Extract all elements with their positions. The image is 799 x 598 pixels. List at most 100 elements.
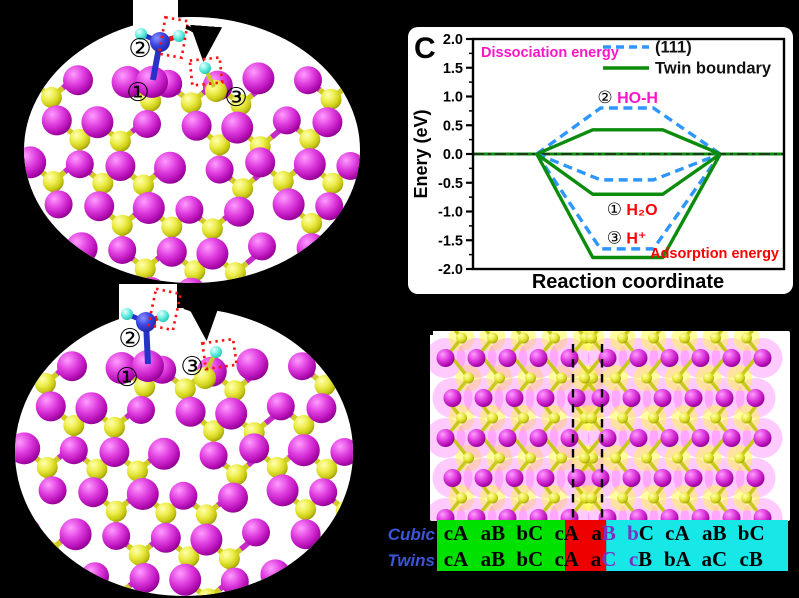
chalcogen-atom — [128, 544, 150, 566]
metal-atom — [722, 349, 741, 367]
metal-atom — [44, 190, 73, 219]
stacking-cell: bC — [627, 521, 654, 545]
bond — [116, 583, 132, 596]
y-axis-tick-label: 0.5 — [443, 118, 463, 134]
chalcogen-atom — [487, 492, 498, 504]
bond — [355, 79, 360, 94]
chalcogen-atom — [247, 590, 269, 596]
stacking-strip-segment — [565, 520, 607, 571]
chalcogen-atom — [335, 500, 353, 522]
metal-atom — [309, 560, 341, 593]
chalcogen-atom — [525, 452, 536, 464]
chalcogen-atom — [549, 492, 560, 504]
metal-atom — [15, 517, 41, 548]
metal-atom — [57, 351, 87, 382]
chalcogen-atom — [105, 500, 127, 522]
metal-atom — [660, 349, 679, 367]
highlight-box-adsorbed-h — [200, 337, 239, 371]
chalcogen-atom — [525, 372, 536, 384]
hydrogen-atom — [173, 30, 185, 42]
metal-atom — [629, 509, 648, 521]
metal-atom — [205, 155, 234, 184]
bond — [285, 581, 301, 596]
chalcogen-atom — [359, 545, 380, 566]
curve-annotation: ③ H⁺ — [607, 229, 647, 249]
chalcogen-atom — [617, 332, 628, 344]
bond — [381, 292, 393, 302]
oxygen-atom — [136, 312, 156, 332]
metal-atom — [35, 272, 68, 283]
chalcogen-atom — [487, 332, 498, 344]
chalcogen-atom — [57, 582, 79, 596]
stacking-strip-segment — [606, 520, 788, 571]
stacking-cell: aB — [702, 521, 727, 545]
metal-atom — [684, 469, 703, 487]
metal-atom — [467, 429, 486, 447]
y-axis-tick-label: -2.0 — [438, 262, 463, 278]
bond — [35, 539, 51, 554]
bond — [394, 420, 406, 430]
crystal-lattice-decoration — [430, 331, 783, 521]
metal-atom — [753, 429, 772, 447]
adsorption-energy-label: Adsorption energy — [650, 246, 779, 262]
metal-atom — [715, 389, 734, 407]
chart-plot-area: 2.0 1.5 1.0 0.5 0.0 -0.5 -1.0 -1.5 -2.0 (111) Twin… — [438, 32, 784, 278]
metal-atom — [436, 509, 455, 521]
metal-atom — [24, 231, 47, 262]
energy-curve — [535, 106, 722, 156]
chalcogen-atom — [322, 172, 344, 194]
plot-border — [471, 37, 786, 271]
surface-metal-atom — [132, 350, 164, 382]
chalcogen-atom — [64, 297, 85, 318]
metal-atom — [591, 469, 610, 487]
chalcogen-atom — [610, 452, 621, 464]
chalcogen-atom — [155, 502, 177, 524]
chalcogen-atom — [710, 492, 721, 504]
metal-atom — [567, 389, 586, 407]
metal-atom — [361, 108, 393, 140]
chalcogen-atom — [456, 412, 467, 424]
chalcogen-atom — [610, 372, 621, 384]
metal-atom — [560, 349, 579, 367]
bond — [379, 208, 391, 218]
metal-atom — [221, 111, 254, 144]
stacking-cell: aB — [481, 547, 506, 571]
bond — [191, 294, 203, 304]
metal-atom — [126, 478, 159, 510]
bond — [78, 572, 94, 587]
bond — [275, 296, 287, 306]
transfer-arrow-icon — [183, 303, 220, 341]
metal-atom — [169, 563, 202, 596]
metal-atom — [629, 429, 648, 447]
chalcogen-atom — [226, 464, 248, 486]
legend-label: Twin boundary — [655, 60, 772, 78]
chalcogen-atom — [40, 86, 62, 108]
chalcogen-atom — [385, 503, 406, 524]
bond — [386, 368, 398, 378]
y-axis-tick-label: 1.0 — [443, 90, 463, 106]
metal-atom — [65, 150, 94, 179]
metal-atom — [660, 429, 679, 447]
bond — [293, 298, 305, 308]
metal-atom — [154, 151, 186, 184]
bond — [252, 305, 263, 315]
chalcogen-atom — [266, 456, 288, 478]
metal-atom — [272, 106, 301, 135]
chalcogen-atom — [710, 332, 721, 344]
chalcogen-atom — [393, 301, 414, 322]
stacking-cell: cA — [554, 521, 579, 545]
metal-atom — [315, 192, 344, 221]
bond — [74, 298, 86, 308]
chalcogen-atom — [672, 372, 683, 384]
bond — [369, 546, 381, 556]
metal-atom — [746, 389, 765, 407]
energy-chart-panel: C Enery (eV) Reaction coordinate 2.0 1.5 1… — [408, 27, 793, 294]
bond — [315, 541, 331, 556]
chalcogen-atom — [232, 178, 254, 200]
metal-atom — [330, 520, 353, 552]
dissociation-energy-label: Dissociation energy — [481, 45, 619, 61]
bond — [326, 541, 342, 556]
chalcogen-atom — [617, 412, 628, 424]
metal-atom — [306, 393, 337, 424]
metal-atom — [691, 509, 710, 521]
